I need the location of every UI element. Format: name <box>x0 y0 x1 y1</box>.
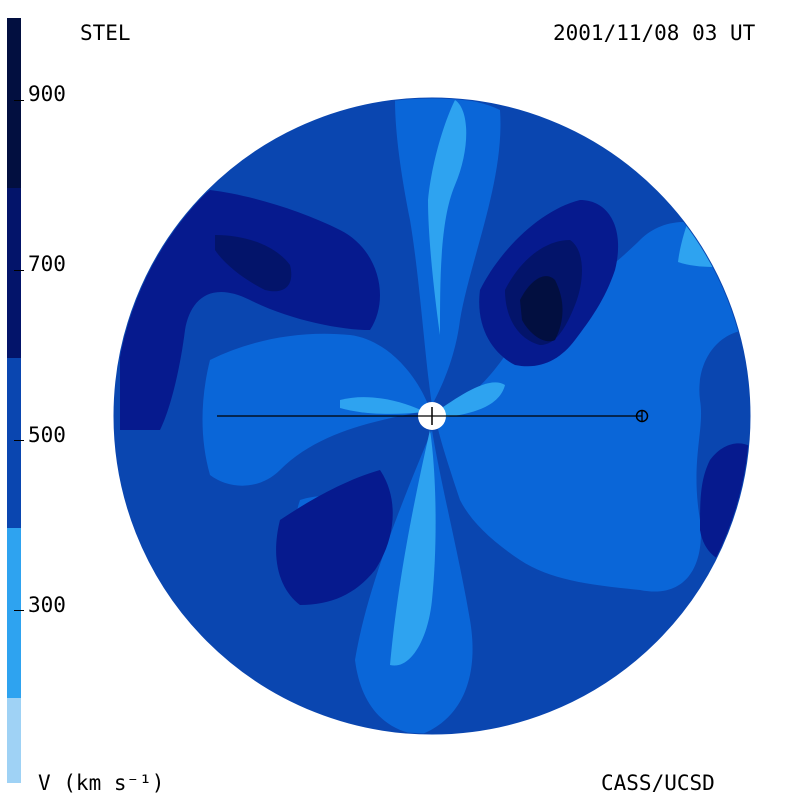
region-slow-center-left <box>340 397 425 414</box>
instrument-label: STEL <box>80 21 131 45</box>
timestamp-label: 2001/11/08 03 UT <box>553 21 756 45</box>
colorbar-label-900: 900 <box>28 82 66 106</box>
region-slow-center-right <box>436 382 505 418</box>
colorbar-band-slow <box>7 528 21 698</box>
region-slow-top <box>428 100 467 335</box>
region-fast-upper-left <box>120 190 380 430</box>
credit-label: CASS/UCSD <box>601 771 715 795</box>
region-fast-lower-left <box>276 470 393 605</box>
colorbar-band-fastest <box>7 18 21 188</box>
colorbar-tick-300 <box>14 610 24 611</box>
colorbar-tick-500 <box>14 440 24 441</box>
velocity-colorbar <box>7 18 21 783</box>
colorbar-label-300: 300 <box>28 593 66 617</box>
colorbar-label-500: 500 <box>28 423 66 447</box>
region-very-fast-upper-left <box>215 235 292 292</box>
region-slow-bottom <box>390 430 436 666</box>
region-medium-right <box>436 221 750 592</box>
colorbar-tick-700 <box>14 270 24 271</box>
region-medium-top <box>395 98 501 405</box>
colorbar-label-700: 700 <box>28 252 66 276</box>
region-medium-left <box>202 333 430 486</box>
region-fastest-core <box>520 276 563 342</box>
velocity-unit-label: V (km s⁻¹) <box>38 771 165 795</box>
disk-outline <box>113 97 751 735</box>
colorbar-tick-900 <box>14 100 24 101</box>
colorbar-band-very-fast <box>7 188 21 358</box>
colorbar-band-fast <box>7 358 21 528</box>
colorbar-band-slowest <box>7 698 21 783</box>
